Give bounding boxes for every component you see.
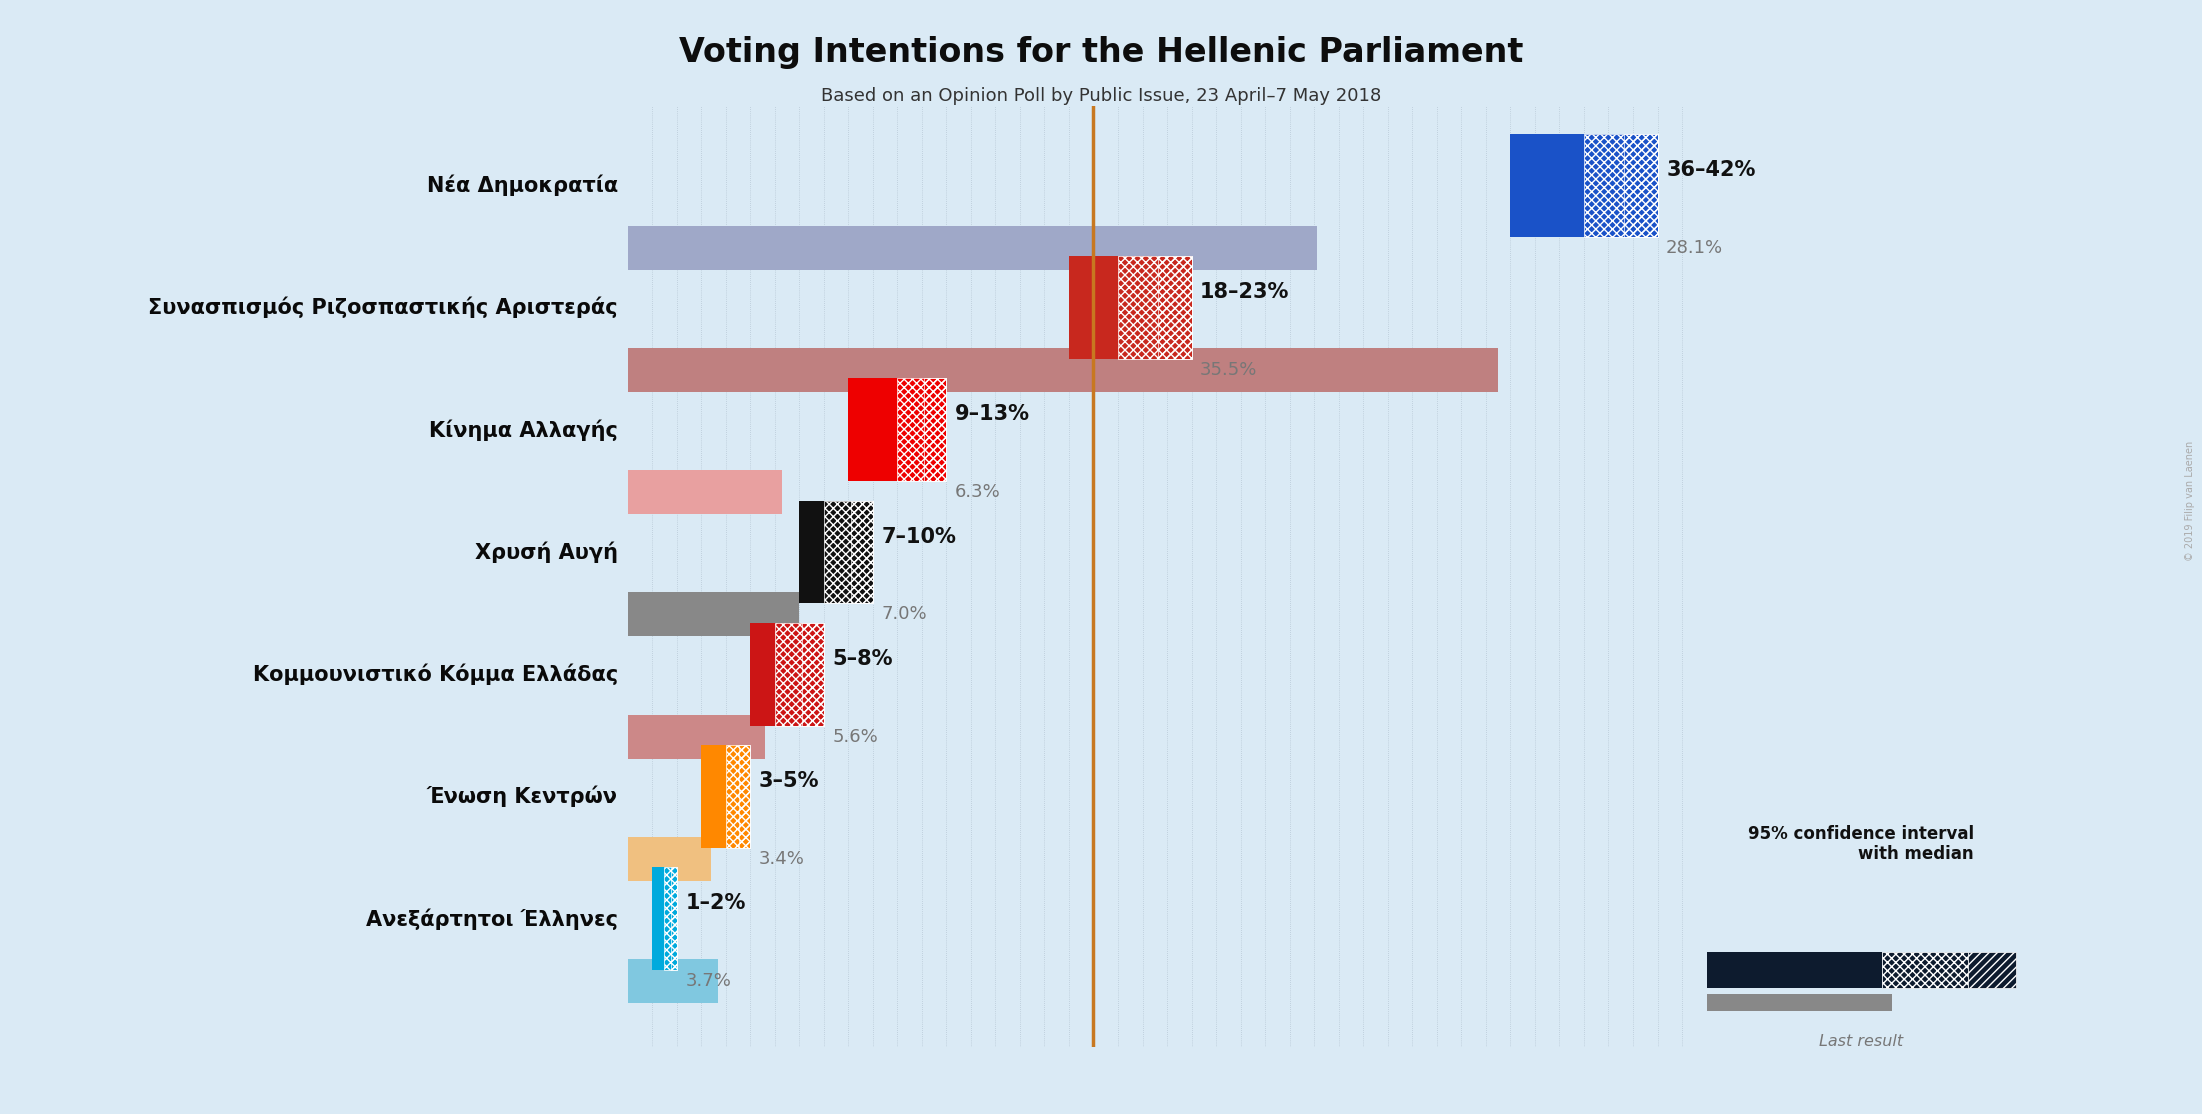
Text: Συνασπισμός Ριζοσπαστικής Αριστεράς: Συνασπισμός Ριζοσπαστικής Αριστεράς xyxy=(148,296,619,319)
Text: Κομμουνιστικό Κόμμα Ελλάδας: Κομμουνιστικό Κόμμα Ελλάδας xyxy=(253,664,619,685)
Text: 7–10%: 7–10% xyxy=(881,527,956,547)
Text: Κίνημα Αλλαγής: Κίνημα Αλλαγής xyxy=(429,419,619,440)
Bar xyxy=(751,623,775,725)
Text: 1–2%: 1–2% xyxy=(685,893,746,913)
Text: 3.4%: 3.4% xyxy=(760,850,804,868)
Text: 6.3%: 6.3% xyxy=(956,483,1000,501)
Text: Voting Intentions for the Hellenic Parliament: Voting Intentions for the Hellenic Parli… xyxy=(678,36,1524,69)
Text: 35.5%: 35.5% xyxy=(1200,361,1257,379)
Bar xyxy=(1707,952,1883,988)
Bar xyxy=(1158,256,1191,359)
Bar xyxy=(824,500,872,604)
Text: © 2019 Filip van Laenen: © 2019 Filip van Laenen xyxy=(2184,441,2195,561)
Bar xyxy=(1583,134,1658,236)
Text: 95% confidence interval
with median: 95% confidence interval with median xyxy=(1748,824,1973,863)
Bar xyxy=(848,379,898,481)
Bar xyxy=(665,868,676,970)
Text: Based on an Opinion Poll by Public Issue, 23 April–7 May 2018: Based on an Opinion Poll by Public Issue… xyxy=(821,87,1381,105)
Bar xyxy=(925,379,947,481)
Bar xyxy=(628,837,711,881)
Bar xyxy=(775,623,824,725)
Bar xyxy=(727,745,751,848)
Bar xyxy=(1119,256,1191,359)
Bar xyxy=(1583,134,1658,236)
Bar xyxy=(628,715,764,759)
Bar xyxy=(628,470,782,515)
Text: 7.0%: 7.0% xyxy=(881,605,927,624)
Bar xyxy=(727,745,751,848)
Bar xyxy=(799,500,824,604)
Bar xyxy=(740,745,751,848)
Bar xyxy=(850,500,872,604)
Bar xyxy=(1511,134,1583,236)
Bar xyxy=(1707,994,1892,1012)
Bar xyxy=(1625,134,1658,236)
Text: 18–23%: 18–23% xyxy=(1200,282,1290,302)
Text: 5.6%: 5.6% xyxy=(832,727,879,745)
Bar xyxy=(898,379,947,481)
Bar xyxy=(628,593,799,636)
Bar xyxy=(1969,952,2017,988)
Text: Νέα Δημοκρατία: Νέα Δημοκρατία xyxy=(427,175,619,196)
Text: Ένωση Κεντρών: Ένωση Κεντρών xyxy=(427,785,619,808)
Bar xyxy=(824,500,872,604)
Bar xyxy=(628,348,1497,392)
Text: 36–42%: 36–42% xyxy=(1667,160,1755,179)
Bar xyxy=(1068,256,1119,359)
Text: 3–5%: 3–5% xyxy=(760,771,819,791)
Text: Ανεξάρτητοι Έλληνες: Ανεξάρτητοι Έλληνες xyxy=(366,908,619,929)
Bar xyxy=(898,379,947,481)
Bar xyxy=(775,623,824,725)
Bar xyxy=(1883,952,1969,988)
Bar xyxy=(1119,256,1191,359)
Text: 28.1%: 28.1% xyxy=(1667,238,1724,256)
Text: Χρυσή Αυγή: Χρυσή Αυγή xyxy=(476,541,619,563)
Bar xyxy=(628,959,718,1003)
Bar xyxy=(665,868,676,970)
Bar xyxy=(628,226,1317,270)
Text: Last result: Last result xyxy=(1819,1034,1903,1048)
Bar xyxy=(652,868,665,970)
Bar xyxy=(700,745,727,848)
Bar xyxy=(672,868,676,970)
Bar xyxy=(802,623,824,725)
Text: 5–8%: 5–8% xyxy=(832,648,892,668)
Text: 3.7%: 3.7% xyxy=(685,973,731,990)
Text: 9–13%: 9–13% xyxy=(956,404,1031,424)
